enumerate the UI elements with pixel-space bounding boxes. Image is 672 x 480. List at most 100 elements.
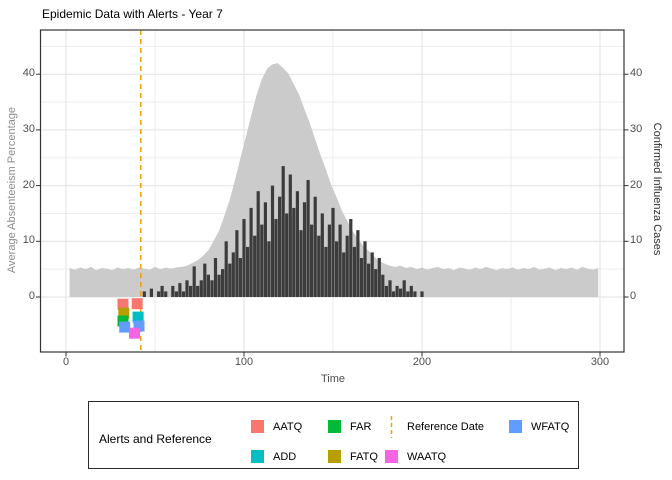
x-tick-label: 0 [62, 356, 70, 368]
legend-label: FATQ [350, 450, 378, 463]
flu-cases-bar [228, 263, 232, 297]
alert-marker-aatq [117, 298, 129, 310]
flu-cases-bar [142, 291, 146, 297]
flu-cases-bar [352, 246, 356, 297]
flu-cases-bar [199, 280, 203, 297]
y-left-tick-label: 30 [22, 122, 35, 135]
flu-cases-bar [270, 185, 275, 297]
y-right-tick-label: 10 [630, 234, 643, 247]
alert-marker-wfatq [133, 320, 145, 332]
flu-cases-bar [235, 230, 239, 297]
flu-cases-bar [374, 269, 378, 297]
x-axis-title: Time [320, 373, 346, 385]
flu-cases-bar [181, 291, 186, 297]
flu-cases-bar [224, 241, 228, 297]
flu-cases-bar [313, 196, 317, 297]
flu-cases-bar [320, 213, 324, 297]
flu-cases-bar [420, 291, 424, 297]
y-right-tick-label: 40 [630, 67, 643, 80]
flu-cases-bar [384, 285, 388, 297]
alert-marker-far [117, 315, 129, 327]
y-left-tick-label: 20 [22, 178, 35, 191]
x-tick-label: 100 [234, 356, 254, 368]
flu-cases-bar [263, 202, 267, 297]
flu-cases-bar [171, 285, 175, 297]
flu-cases-bar [157, 291, 161, 297]
flu-cases-bar [256, 191, 260, 297]
flu-cases-bar [288, 174, 292, 297]
flu-cases-bar [406, 291, 410, 297]
fatq-swatch-icon [328, 450, 341, 463]
legend-item-aatq: AATQ [251, 420, 302, 433]
y-right-tick-label: 0 [630, 290, 637, 302]
flu-cases-bar [331, 207, 335, 297]
flu-cases-bar [217, 274, 221, 297]
flu-cases-bar [210, 280, 214, 297]
flu-cases-bar [149, 288, 153, 297]
flu-cases-bar [242, 219, 246, 297]
flu-cases-bar [367, 263, 371, 297]
y-left-tick-label: 0 [28, 290, 35, 302]
flu-cases-bar [164, 291, 168, 297]
flu-cases-bar [381, 274, 385, 297]
far-swatch-icon [328, 420, 341, 433]
y-right-tick-label: 30 [630, 122, 643, 135]
flu-cases-bar [185, 280, 189, 297]
legend-label: AATQ [273, 420, 303, 433]
flu-cases-bar [302, 202, 307, 297]
reference-dashed-line-icon [385, 416, 398, 438]
flu-cases-bar [285, 213, 289, 297]
flu-cases-bar [359, 258, 364, 297]
flu-cases-bar [213, 258, 218, 297]
flu-cases-bar [292, 207, 296, 297]
aatq-swatch-icon [251, 420, 264, 433]
flu-cases-bar [377, 258, 381, 297]
flu-cases-bar [278, 196, 282, 297]
x-tick-label: 200 [412, 356, 432, 368]
flu-cases-bar [370, 252, 374, 297]
chart-title: Epidemic Data with Alerts - Year 7 [42, 7, 223, 21]
flu-cases-bar [409, 285, 413, 297]
flu-cases-bar [399, 288, 403, 297]
flu-cases-bar [238, 258, 242, 297]
flu-cases-bar [363, 241, 367, 297]
flu-cases-bar [267, 241, 271, 297]
flu-cases-bar [391, 291, 396, 297]
flu-cases-bar [338, 224, 342, 297]
flu-cases-bar [206, 274, 210, 297]
flu-cases-bar [221, 269, 225, 297]
flu-cases-bar [327, 224, 331, 297]
legend-item-wfatq: WFATQ [509, 420, 569, 433]
waatq-swatch-icon [385, 450, 398, 463]
y-right-tick-label: 20 [630, 178, 643, 191]
flu-cases-bar [196, 285, 200, 297]
flu-cases-bar [317, 235, 321, 297]
legend-item-reference-date: Reference Date [385, 416, 484, 438]
flu-cases-bar [178, 283, 182, 297]
flu-cases-bar [324, 246, 328, 297]
alert-marker-fatq [118, 307, 130, 319]
legend-label: ADD [273, 450, 297, 463]
flu-cases-bar [189, 285, 193, 297]
wfatq-swatch-icon [509, 420, 522, 433]
flu-cases-bar [306, 180, 310, 297]
legend-item-add: ADD [251, 450, 296, 463]
legend-item-far: FAR [328, 420, 371, 433]
alert-marker-wfatq [119, 321, 131, 333]
flu-cases-bar [413, 291, 417, 297]
add-swatch-icon [251, 450, 264, 463]
flu-cases-bar [246, 246, 250, 297]
y-left-tick-label: 10 [22, 234, 35, 247]
flu-cases-bar [253, 235, 257, 297]
legend-label: WFATQ [531, 420, 570, 433]
legend-item-waatq: WAATQ [385, 450, 446, 463]
flu-cases-bar [342, 252, 346, 297]
flu-cases-bar [274, 219, 278, 297]
flu-cases-bar [160, 285, 164, 297]
flu-cases-bar [299, 230, 303, 297]
flu-cases-bar [295, 191, 299, 297]
flu-cases-bar [281, 166, 285, 297]
flu-cases-bar [192, 266, 196, 297]
